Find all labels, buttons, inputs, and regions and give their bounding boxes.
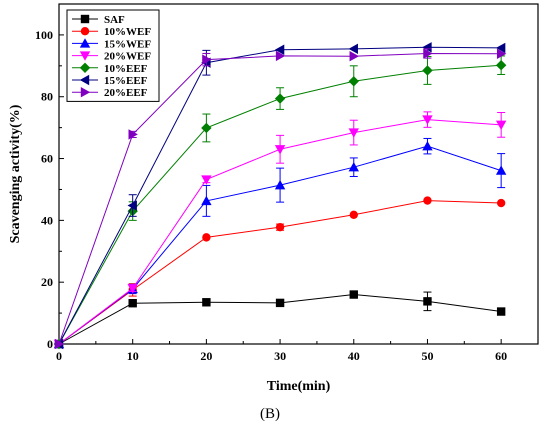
data-point <box>423 297 432 306</box>
data-point <box>496 198 506 208</box>
legend-marker <box>79 38 91 48</box>
data-point <box>127 284 138 294</box>
y-tick-label: 40 <box>41 213 53 227</box>
legend-label: 20%WEF <box>104 51 151 63</box>
data-point <box>202 54 212 65</box>
legend-marker <box>80 87 91 98</box>
legend-marker <box>80 27 90 36</box>
data-point <box>201 195 212 206</box>
data-point <box>496 48 507 59</box>
legend-item: 15%EEF <box>72 74 148 87</box>
series-10pctwef <box>54 196 506 349</box>
data-point <box>274 93 286 104</box>
data-point <box>422 140 433 151</box>
data-point <box>202 233 211 242</box>
y-tick-label: 80 <box>41 90 53 104</box>
data-point <box>348 76 359 87</box>
data-point <box>54 338 65 350</box>
series-layer <box>53 42 507 350</box>
plot-frame <box>58 3 539 345</box>
data-point <box>274 179 286 190</box>
data-point <box>274 145 286 155</box>
legend-item: 20%EEF <box>72 87 148 99</box>
data-point <box>201 175 212 185</box>
legend-marker <box>80 14 90 24</box>
data-point <box>274 44 285 55</box>
legend-marker <box>79 62 91 73</box>
data-point <box>275 50 286 62</box>
data-point <box>348 43 358 55</box>
legend-item: SAF <box>72 14 125 26</box>
data-point <box>201 122 212 134</box>
data-point <box>423 48 433 59</box>
x-tick-label: 30 <box>274 349 286 363</box>
data-point <box>275 298 285 308</box>
data-point <box>495 42 506 54</box>
data-point <box>496 307 506 316</box>
data-point <box>422 115 433 125</box>
data-point <box>423 196 432 205</box>
data-point <box>349 210 358 219</box>
data-point <box>127 200 137 211</box>
legend-label: 15%EEF <box>104 75 148 87</box>
legend-marker <box>79 74 90 86</box>
legend-label: SAF <box>104 14 125 26</box>
x-tick-label: 20 <box>200 349 212 363</box>
x-tick-label: 10 <box>127 349 139 363</box>
legend-marker <box>79 51 91 61</box>
legend-label: 10%WEF <box>104 26 151 38</box>
data-point <box>495 165 507 175</box>
data-point <box>495 120 507 131</box>
data-point <box>128 129 138 140</box>
panel-label: (B) <box>260 406 280 422</box>
y-tick-label: 100 <box>35 28 53 42</box>
data-point <box>495 60 507 71</box>
x-tick-label: 40 <box>348 349 360 363</box>
data-point <box>275 222 285 232</box>
y-tick-label: 0 <box>47 337 53 351</box>
data-point <box>348 128 359 138</box>
series-20pcteef <box>54 48 507 350</box>
legend-item: 10%WEF <box>72 26 151 38</box>
y-axis-title: Scavenging activity(%) <box>8 104 23 243</box>
legend-label: 15%WEF <box>104 38 151 50</box>
x-axis-title: Time(min) <box>267 379 331 394</box>
y-tick-label: 60 <box>41 152 53 166</box>
data-point <box>349 290 358 299</box>
legend-label: 10%EEF <box>104 63 148 75</box>
legend-item: 15%WEF <box>72 38 151 50</box>
x-tick-label: 60 <box>495 349 507 363</box>
series-line <box>58 200 502 345</box>
legend-item: 10%EEF <box>72 62 148 75</box>
data-point <box>349 51 359 62</box>
legend-item: 20%WEF <box>72 51 151 63</box>
data-point <box>422 42 432 53</box>
axis-ticks: 0 10 20 30 40 50 60 0 20 40 60 80 100 <box>35 28 507 363</box>
data-point <box>422 65 433 76</box>
series-15pctwef <box>53 137 507 349</box>
data-point <box>202 298 211 307</box>
y-tick-label: 20 <box>41 275 53 289</box>
x-tick-label: 0 <box>56 349 62 363</box>
data-point <box>128 299 137 308</box>
x-tick-label: 50 <box>421 349 433 363</box>
legend-label: 20%EEF <box>104 87 148 99</box>
data-point <box>348 162 359 172</box>
